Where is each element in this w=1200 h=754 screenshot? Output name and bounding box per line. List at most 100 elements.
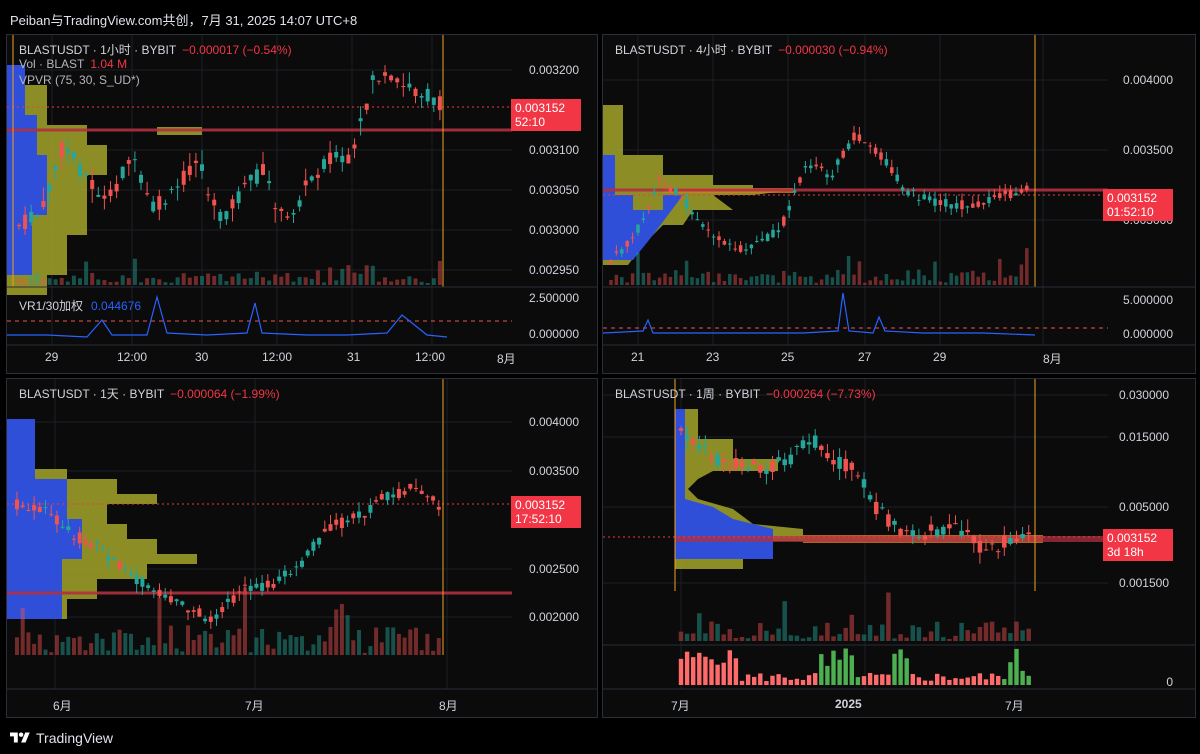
candle-body bbox=[123, 568, 128, 570]
time-axis-label: 8月 bbox=[439, 699, 458, 713]
volume-bar bbox=[300, 636, 304, 655]
volume-bar bbox=[181, 273, 186, 285]
chart-canvas[interactable] bbox=[603, 35, 1195, 373]
histogram-bar bbox=[825, 665, 830, 685]
vpvr-legend[interactable]: VPVR (75, 30, S_UD*) bbox=[19, 73, 140, 87]
volume-bar bbox=[261, 277, 265, 285]
volume-bar bbox=[825, 274, 829, 285]
volume-bar bbox=[37, 634, 42, 655]
volume-bar bbox=[760, 274, 764, 285]
volume-bar bbox=[436, 638, 441, 655]
volume-bar bbox=[806, 637, 812, 641]
volume-bar bbox=[904, 637, 909, 641]
candle-body bbox=[787, 205, 791, 211]
volume-bar bbox=[861, 634, 867, 641]
histogram-bar bbox=[782, 677, 787, 685]
volume-bar bbox=[193, 276, 198, 285]
chart-panel-1w[interactable]: BLASTUSDT · 1周 · BYBIT −0.000264 (−7.73%)… bbox=[602, 378, 1196, 718]
candle-body bbox=[857, 134, 862, 141]
candle-body bbox=[345, 520, 350, 523]
volume-bar bbox=[396, 633, 401, 655]
indicator-axis-label: 5.000000 bbox=[1122, 293, 1173, 307]
volume-bar bbox=[965, 630, 970, 641]
volume-legend[interactable]: Vol · BLAST 1.04 M bbox=[19, 57, 127, 71]
volume-bar bbox=[765, 274, 770, 285]
chart-panel-1h[interactable]: BLASTUSDT · 1小时 · BYBIT −0.000017 (−0.54%… bbox=[6, 34, 598, 374]
candle-body bbox=[77, 532, 82, 544]
chart-panel-4h[interactable]: BLASTUSDT · 4小时 · BYBIT −0.000030 (−0.94%… bbox=[602, 34, 1196, 374]
volume-bar bbox=[334, 280, 339, 285]
volume-bar bbox=[32, 643, 37, 655]
time-axis-label: 30 bbox=[195, 350, 209, 364]
last-price: 0.003152 bbox=[1107, 191, 1158, 205]
candles bbox=[609, 125, 1029, 265]
volume-bar bbox=[180, 651, 185, 655]
histogram-bar bbox=[709, 659, 714, 685]
volume-bar bbox=[54, 635, 59, 655]
candle-body bbox=[151, 201, 156, 212]
time-axis-label: 6月 bbox=[53, 699, 72, 713]
time-axis-label: 31 bbox=[347, 350, 361, 364]
volume-bar bbox=[971, 270, 975, 285]
histogram-bar bbox=[776, 674, 781, 685]
volume-bar bbox=[419, 281, 424, 285]
volume-bar bbox=[620, 277, 624, 285]
candle-body bbox=[376, 80, 381, 82]
candle-body bbox=[414, 487, 418, 489]
histogram-bar bbox=[837, 659, 842, 685]
candle-body bbox=[861, 479, 867, 488]
volume-bar bbox=[733, 274, 737, 285]
candle-body bbox=[849, 462, 855, 470]
volume-bar bbox=[175, 277, 180, 285]
candle-body bbox=[260, 583, 265, 591]
volume-bar bbox=[965, 272, 970, 285]
histogram-bar bbox=[697, 652, 702, 685]
candle-body bbox=[916, 536, 922, 538]
vr-legend[interactable]: VR1/30加权 0.044676 bbox=[19, 297, 141, 314]
candle-body bbox=[965, 206, 970, 208]
chart-canvas[interactable] bbox=[603, 379, 1195, 717]
volume-bar bbox=[1020, 630, 1025, 641]
price-axis-label: 0.003500 bbox=[528, 464, 579, 478]
candle-body bbox=[898, 528, 903, 536]
candle-body bbox=[954, 203, 959, 209]
candle-body bbox=[987, 197, 991, 204]
time-axis-label: 23 bbox=[706, 350, 720, 364]
time-axis-label: 29 bbox=[933, 350, 947, 364]
candle-body bbox=[1014, 193, 1018, 196]
chart-canvas[interactable] bbox=[7, 379, 597, 717]
volume-bar bbox=[843, 627, 848, 641]
histogram-bar bbox=[947, 679, 952, 685]
candle-body bbox=[191, 610, 196, 612]
volume-bar bbox=[334, 609, 339, 655]
candle-body bbox=[220, 607, 225, 613]
chart-canvas[interactable] bbox=[7, 35, 597, 373]
volume-bar bbox=[72, 638, 76, 655]
volume-bar bbox=[934, 621, 940, 641]
volume-bar bbox=[953, 635, 958, 641]
candle-body bbox=[254, 169, 259, 184]
candle-body bbox=[374, 500, 379, 502]
last-price-tag: 0.003152 01:52:10 bbox=[1103, 189, 1173, 221]
histogram-bar bbox=[861, 676, 867, 685]
candle-body bbox=[971, 203, 975, 208]
volume-bar bbox=[26, 632, 31, 655]
candle-body bbox=[863, 142, 867, 144]
volume-bar bbox=[291, 281, 296, 285]
volume-bar bbox=[15, 637, 19, 655]
candle-body bbox=[697, 444, 702, 450]
chart-panel-1d[interactable]: BLASTUSDT · 1天 · BYBIT −0.000064 (−1.99%)… bbox=[6, 378, 598, 718]
candle-body bbox=[690, 212, 694, 215]
volume-bar bbox=[139, 282, 143, 285]
candle-body bbox=[739, 461, 745, 467]
candle-body bbox=[20, 505, 25, 508]
time-axis-label: 12:00 bbox=[262, 350, 293, 364]
histogram-bar bbox=[770, 675, 775, 685]
volume-bar bbox=[285, 273, 290, 285]
candle-body bbox=[800, 440, 806, 449]
candle-body bbox=[814, 164, 818, 167]
candle-body bbox=[273, 208, 278, 210]
candle-body bbox=[168, 596, 173, 603]
candle-body bbox=[163, 203, 168, 205]
volume-bar bbox=[841, 274, 845, 285]
